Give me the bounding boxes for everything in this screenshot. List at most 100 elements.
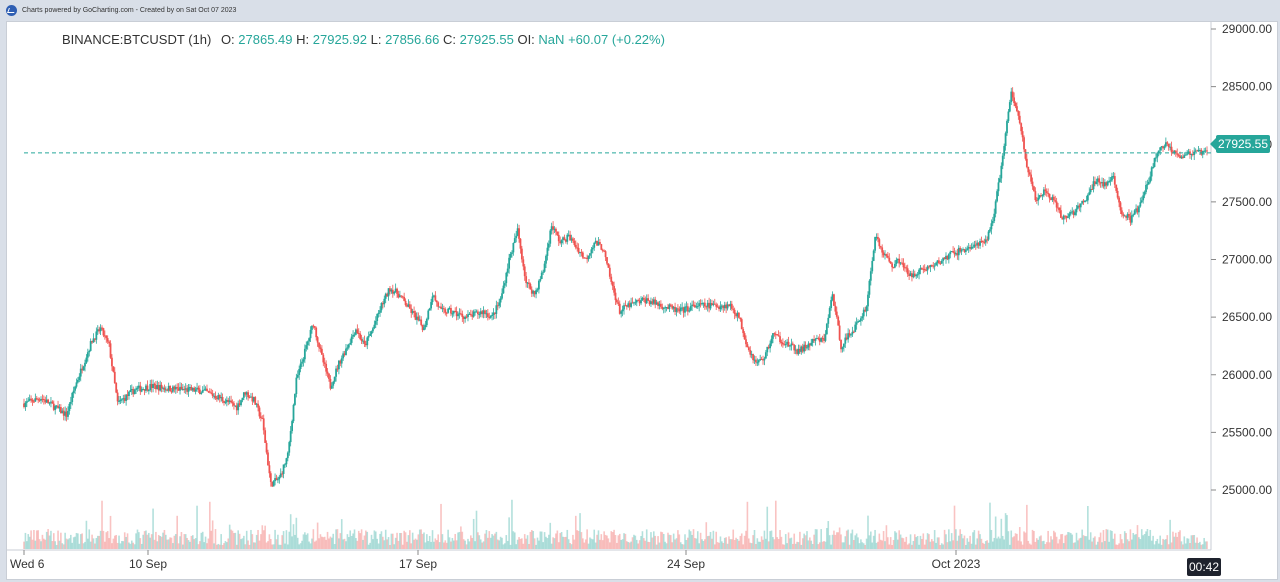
candle-body bbox=[501, 293, 503, 299]
candle-body bbox=[828, 308, 831, 318]
candle-body bbox=[1057, 207, 1059, 209]
candle-body bbox=[481, 311, 484, 315]
volume-bar bbox=[109, 515, 112, 549]
volume-bar bbox=[933, 530, 936, 549]
volume-bar bbox=[1092, 537, 1095, 549]
volume-bar bbox=[1136, 525, 1139, 549]
candle-body bbox=[59, 407, 62, 414]
candle-body bbox=[420, 319, 423, 325]
volume-bar bbox=[1126, 539, 1129, 549]
volume-bar bbox=[762, 539, 764, 549]
candle-body bbox=[1051, 196, 1054, 200]
candle-body bbox=[450, 308, 452, 314]
candle-body bbox=[930, 265, 933, 267]
candle-body bbox=[345, 348, 347, 355]
volume-bar bbox=[313, 541, 316, 549]
candle-body bbox=[411, 311, 414, 313]
candle-body bbox=[996, 191, 998, 202]
candle-body bbox=[774, 334, 777, 336]
chart-panel[interactable] bbox=[6, 21, 1278, 580]
volume-bar bbox=[688, 529, 691, 549]
candle-body bbox=[736, 312, 739, 317]
candle-body bbox=[794, 349, 797, 351]
candle-body bbox=[780, 342, 783, 344]
price-tick-label: 29000.00 bbox=[1222, 22, 1272, 36]
candle-body bbox=[1007, 111, 1010, 122]
time-tick-label: Oct 2023 bbox=[932, 557, 981, 571]
candle-body bbox=[1174, 150, 1177, 154]
volume-bar bbox=[617, 535, 620, 549]
candle-body bbox=[891, 263, 894, 268]
candle-body bbox=[303, 348, 306, 360]
volume-bar bbox=[1088, 539, 1091, 549]
candle-body bbox=[485, 313, 488, 315]
volume-bar bbox=[416, 539, 418, 549]
candle-body bbox=[886, 255, 889, 258]
volume-bar bbox=[755, 544, 757, 549]
candle-body bbox=[1126, 214, 1129, 218]
volume-bar bbox=[671, 542, 674, 549]
candle-body bbox=[1179, 155, 1181, 159]
volume-bar bbox=[206, 543, 208, 549]
volume-bar bbox=[854, 535, 857, 549]
volume-bar bbox=[102, 530, 105, 549]
candle-body bbox=[915, 275, 918, 277]
candle-body bbox=[271, 481, 274, 487]
candle-body bbox=[657, 302, 659, 306]
candle-body bbox=[123, 398, 126, 401]
volume-bar bbox=[1172, 531, 1174, 549]
volume-bar bbox=[1160, 544, 1163, 549]
volume-bar bbox=[189, 541, 191, 549]
candle-body bbox=[1016, 106, 1018, 112]
volume-bar bbox=[640, 536, 642, 549]
volume-bar bbox=[88, 529, 91, 549]
volume-bar bbox=[878, 533, 881, 549]
volume-bar bbox=[566, 529, 569, 549]
candle-body bbox=[1047, 192, 1050, 194]
volume-bar bbox=[1047, 530, 1049, 549]
volume-bar bbox=[918, 544, 920, 549]
candle-body bbox=[1155, 157, 1157, 159]
volume-bar bbox=[1031, 529, 1034, 549]
volume-bar bbox=[116, 542, 119, 549]
candle-body bbox=[1023, 137, 1025, 150]
volume-bar bbox=[220, 534, 222, 549]
candle-body bbox=[1152, 166, 1154, 168]
volume-bar bbox=[470, 535, 472, 549]
volume-bar bbox=[662, 533, 665, 549]
volume-bar bbox=[614, 534, 617, 549]
volume-bar bbox=[211, 520, 214, 549]
volume-bar bbox=[522, 543, 525, 549]
volume-bar bbox=[824, 541, 827, 549]
candle-body bbox=[89, 341, 92, 351]
volume-bar bbox=[722, 542, 725, 549]
volume-bar bbox=[487, 537, 489, 549]
volume-bar bbox=[176, 515, 178, 549]
volume-bar bbox=[1075, 532, 1078, 549]
candle-body bbox=[685, 306, 688, 308]
candle-body bbox=[1072, 211, 1075, 215]
candle-body bbox=[990, 223, 993, 230]
candle-body bbox=[530, 289, 533, 294]
candle-body bbox=[583, 257, 586, 259]
volume-bar bbox=[879, 539, 882, 549]
volume-bar bbox=[1061, 533, 1064, 549]
candle-body bbox=[611, 281, 614, 287]
candle-body bbox=[987, 231, 990, 240]
volume-bar bbox=[908, 543, 910, 549]
candle-body bbox=[1193, 151, 1196, 155]
volume-bar bbox=[1006, 515, 1008, 549]
volume-bar bbox=[1106, 529, 1109, 549]
volume-bar bbox=[938, 537, 940, 549]
volume-bar bbox=[26, 541, 28, 549]
volume-bar bbox=[1071, 534, 1074, 549]
candle-body bbox=[458, 313, 461, 315]
volume-bar bbox=[508, 517, 510, 549]
candle-body bbox=[833, 294, 835, 306]
volume-bar bbox=[455, 540, 458, 549]
candle-body bbox=[257, 403, 259, 408]
volume-bar bbox=[1087, 505, 1089, 549]
candle-body bbox=[844, 337, 847, 344]
candle-body bbox=[1006, 121, 1008, 134]
